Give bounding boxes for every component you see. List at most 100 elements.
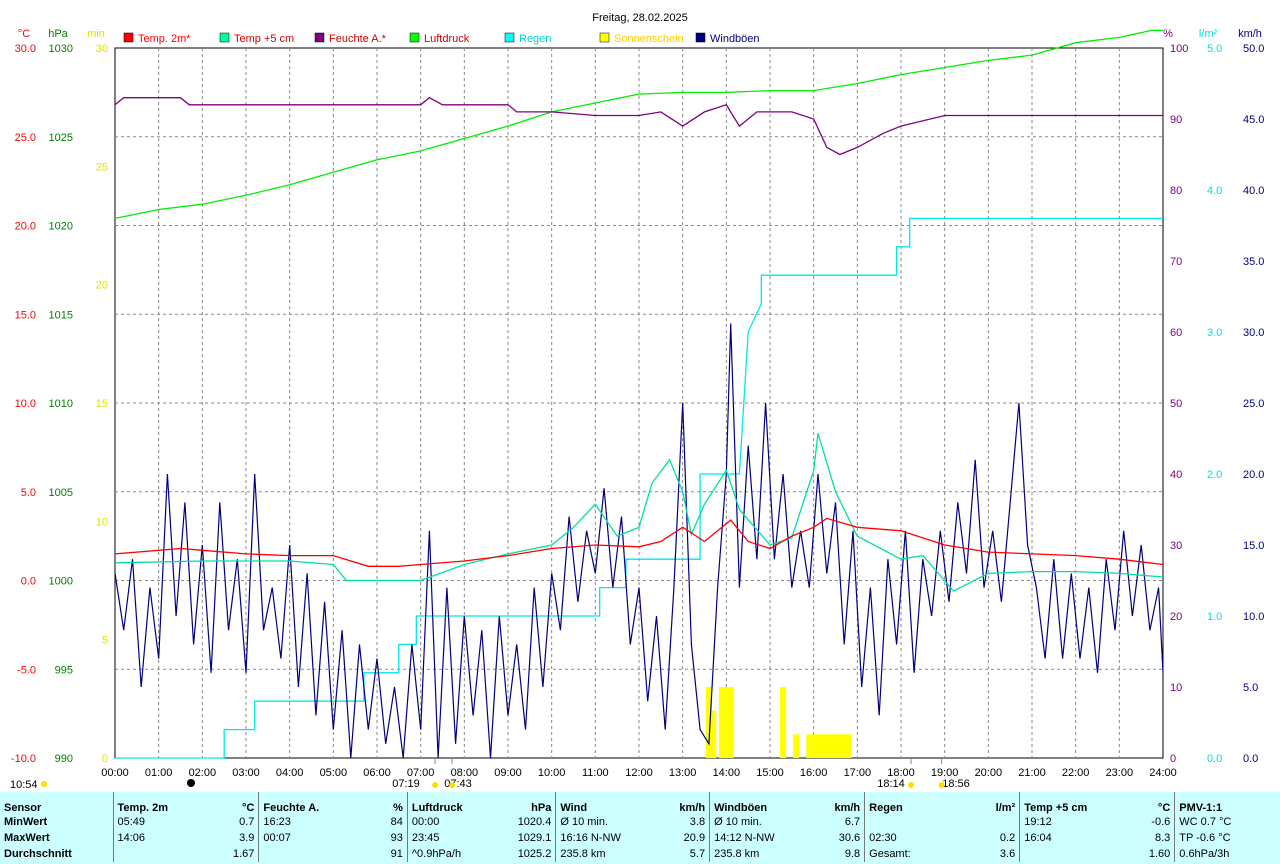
stats-row-label: Durchschnitt xyxy=(4,848,72,860)
sun-markers: 07:19 07:43 18:14 18:56 10:54 xyxy=(10,758,970,791)
pressure-axis-tick: 1020 xyxy=(49,221,73,233)
sunshine-axis-tick: 30 xyxy=(96,43,108,55)
humidity-axis-tick: 60 xyxy=(1170,327,1182,339)
sunshine-bar xyxy=(836,734,843,758)
humidity-axis-tick: 50 xyxy=(1170,398,1182,410)
legend-swatch xyxy=(409,32,420,43)
stats-cell-value: 3.6 xyxy=(999,848,1016,860)
stats-cell-value: 20.9 xyxy=(683,832,706,844)
sunshine-bar xyxy=(705,687,712,758)
x-tick-label: 05:00 xyxy=(320,767,348,779)
stats-cell-value xyxy=(957,814,1020,830)
legend-label: Sonnenschein xyxy=(614,33,684,45)
stats-cell-value: 0.7 xyxy=(239,816,255,828)
chart-title: Freitag, 28.02.2025 xyxy=(592,12,687,24)
stats-cell-label: ^0.9hPa/h xyxy=(406,846,484,862)
stats-cell-label: 235.8 km xyxy=(555,846,642,862)
x-tick-label: 16:00 xyxy=(800,767,828,779)
wind-axis-tick: 50.0 xyxy=(1243,43,1264,55)
stats-header-cell: Windböen xyxy=(709,792,797,814)
sunshine-bar xyxy=(841,734,848,758)
series-line-windb-en xyxy=(114,323,1164,759)
x-tick-label: 20:00 xyxy=(975,767,1003,779)
legend-label: Luftdruck xyxy=(424,33,470,45)
pressure-axis-tick: 995 xyxy=(55,664,73,676)
sunshine-bar xyxy=(780,687,787,758)
stats-header-cell: Temp. 2m xyxy=(112,792,194,814)
sunshine-bar xyxy=(723,687,730,758)
stats-cell-label: WC 0.7 °C xyxy=(1174,814,1280,830)
legend-swatch xyxy=(599,32,610,43)
sunshine-bar xyxy=(845,734,852,758)
sunshine-bar xyxy=(710,710,717,758)
x-tick-label: 17:00 xyxy=(844,767,872,779)
sunshine-axis-tick: 5 xyxy=(102,635,108,647)
humidity-axis-tick: 0 xyxy=(1170,753,1176,765)
x-tick-label: 10:00 xyxy=(538,767,566,779)
rain-axis-tick: 3.0 xyxy=(1207,327,1222,339)
temp-axis-tick: -5.0 xyxy=(17,664,36,676)
sun-marker-dot xyxy=(908,782,915,788)
x-tick-label: 18:00 xyxy=(887,767,915,779)
stats-cell-value: 9.8 xyxy=(844,848,861,860)
statistics-table: Sensor Temp. 2m °C Feuchte A.% Luftdruck hPa W… xyxy=(0,792,1280,862)
pressure-axis-tick: 1025 xyxy=(49,132,73,144)
stats-cell-label xyxy=(112,846,194,862)
x-tick-label: 08:00 xyxy=(451,767,479,779)
stats-cell-label: 0.6hPa/3h xyxy=(1174,846,1280,862)
stats-header-row: Sensor Temp. 2m °C Feuchte A.% Luftdruck hPa W… xyxy=(0,792,1280,814)
stats-cell-label: Ø 10 min. xyxy=(709,814,797,830)
stats-cell-label: 23:45 xyxy=(406,830,484,846)
sunshine-bar xyxy=(810,734,817,758)
stats-row-label: MinWert xyxy=(4,816,48,828)
x-tick-label: 03:00 xyxy=(232,767,260,779)
sunshine-axis-tick: 0 xyxy=(102,753,108,765)
legend-label: Regen xyxy=(519,33,551,45)
wind-axis-tick: 30.0 xyxy=(1243,327,1264,339)
x-tick-label: 00:00 xyxy=(101,767,129,779)
stats-header-cell: Regen xyxy=(864,792,957,814)
axis-unit-label: % xyxy=(1163,28,1173,40)
stats-cell-label: 14:12 N-NW xyxy=(709,830,797,846)
stats-cell-label: 05:49 xyxy=(112,814,194,830)
legend-swatch xyxy=(314,32,325,43)
x-tick-label: 07:00 xyxy=(407,767,435,779)
x-tick-label: 12:00 xyxy=(625,767,653,779)
wind-axis-tick: 15.0 xyxy=(1243,540,1264,552)
x-tick-label: 04:00 xyxy=(276,767,304,779)
sun-marker-time: 18:14 xyxy=(877,778,905,790)
statistics-panel: Sensor Temp. 2m °C Feuchte A.% Luftdruck hPa W… xyxy=(0,792,1280,864)
sunshine-bar xyxy=(793,734,800,758)
sunshine-bar xyxy=(819,734,826,758)
wind-axis-tick: 20.0 xyxy=(1243,469,1264,481)
stats-row-label: MaxWert xyxy=(4,832,50,844)
legend-label: Temp +5 cm xyxy=(234,33,294,45)
series-line-feuchte-a- xyxy=(114,96,1163,156)
pressure-axis-tick: 1015 xyxy=(49,309,73,321)
temp-axis-tick: 15.0 xyxy=(15,309,36,321)
legend-swatch xyxy=(123,32,134,43)
stats-cell-value: 1020.4 xyxy=(517,816,552,828)
stats-cell-value: 93 xyxy=(390,832,403,844)
sun-marker-dot xyxy=(432,782,439,788)
humidity-axis-tick: 10 xyxy=(1170,682,1182,694)
stats-cell-label: 235.8 km xyxy=(709,846,797,862)
stats-cell-value: 0.2 xyxy=(999,832,1016,844)
x-tick-label: 21:00 xyxy=(1018,767,1046,779)
sunshine-axis-tick: 25 xyxy=(96,161,108,173)
pressure-axis-tick: 1030 xyxy=(49,43,73,55)
wind-axis-tick: 35.0 xyxy=(1243,256,1264,268)
sunshine-axis-tick: 10 xyxy=(96,516,108,528)
stats-row: MinWert 05:49 0.7 16:23 84 00:00 1020.4 Ø 10 mi… xyxy=(0,814,1280,830)
grid xyxy=(114,47,1164,759)
rain-axis-tick: 2.0 xyxy=(1207,469,1222,481)
sunshine-bar xyxy=(832,734,839,758)
axis-unit-label: l/m² xyxy=(1199,28,1218,40)
x-tick-label: 15:00 xyxy=(756,767,784,779)
x-tick-label: 01:00 xyxy=(145,767,173,779)
bottom-left-sun-dot xyxy=(41,781,47,787)
stats-cell-label: 00:07 xyxy=(258,830,345,846)
x-tick-label: 22:00 xyxy=(1062,767,1090,779)
x-tick-label: 09:00 xyxy=(494,767,522,779)
humidity-axis-tick: 20 xyxy=(1170,611,1182,623)
